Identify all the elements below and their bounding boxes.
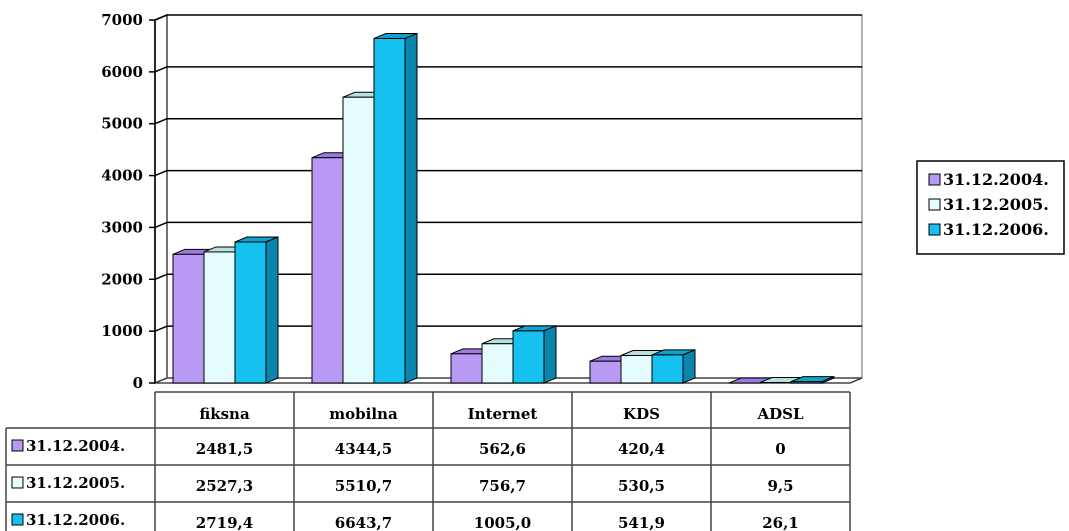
bar-front (373, 37, 406, 384)
legend-swatch (928, 223, 941, 236)
bar-mobilna-2 (373, 32, 418, 384)
bar-front (203, 251, 236, 384)
legend-box (916, 160, 1065, 255)
legend-label: 31.12.2005. (943, 195, 1049, 214)
gridline-depth (154, 66, 168, 73)
bar-front (450, 353, 483, 384)
bar-adsl-2 (790, 375, 835, 384)
table-value-cell: 1005,0 (474, 514, 531, 531)
table-value-cell: 9,5 (767, 477, 793, 495)
y-axis: 0 1000 2000 3000 4000 5000 6000 7000 (101, 11, 156, 392)
table-header-cell: ADSL (756, 405, 803, 423)
table-header-cell: KDS (623, 405, 660, 423)
bar-front (172, 253, 205, 384)
table-value-cell: 26,1 (762, 514, 799, 531)
gridline-depth (154, 325, 168, 332)
table-value-cell: 4344,5 (335, 440, 392, 458)
table-series-name: 31.12.2006. (26, 511, 125, 529)
gridlines (154, 14, 862, 332)
bar-front (342, 96, 375, 384)
table-value-cell: 541,9 (618, 514, 665, 531)
bar-front (790, 381, 823, 384)
table-value-cell: 5510,7 (335, 477, 392, 495)
bar-internet-2 (512, 325, 557, 384)
bar-side (265, 236, 279, 384)
bar-front (234, 241, 267, 384)
table-header-cell: fiksna (199, 405, 250, 423)
y-tick-label: 0 (133, 374, 143, 392)
table-value-cell: 562,6 (479, 440, 526, 458)
table-value-cell: 2481,5 (196, 440, 253, 458)
gridline-depth (154, 221, 168, 229)
bar-front (589, 360, 622, 384)
legend-swatch (928, 173, 941, 186)
gridline-depth (154, 169, 168, 177)
table-value-cell: 530,5 (618, 477, 665, 495)
y-tick-label: 3000 (101, 218, 143, 236)
bar-side (682, 349, 696, 384)
bar-fiksna-2 (234, 236, 279, 384)
data-table: fiksna mobilna Internet KDS ADSL 31.12.2004. 2… (5, 391, 851, 531)
legend-swatch (928, 198, 941, 211)
bar-front (481, 343, 514, 384)
y-tick-label: 7000 (101, 11, 143, 29)
y-tick-label: 1000 (101, 322, 143, 340)
gridline-depth (154, 273, 168, 280)
legend: 31.12.2004. 31.12.2005. 31.12.2006. (916, 160, 1065, 255)
gridline-depth (154, 118, 168, 125)
bars (172, 32, 835, 384)
table-value-cell: 0 (775, 440, 785, 458)
table-header-cell: mobilna (329, 405, 398, 423)
table-value-cell: 2719,4 (196, 514, 253, 531)
bar-front (620, 354, 653, 384)
bar-kds-2 (651, 349, 696, 384)
table-series-name: 31.12.2005. (26, 474, 125, 492)
y-tick-label: 2000 (101, 270, 143, 288)
table-series-name: 31.12.2004. (26, 437, 125, 455)
table-value-cell: 2527,3 (196, 477, 253, 495)
bar-front (512, 330, 545, 384)
table-series-swatch (11, 439, 24, 452)
bar-front (311, 157, 344, 384)
bar-side (404, 32, 418, 384)
table-value-cell: 756,7 (479, 477, 526, 495)
side-wall (154, 13, 168, 385)
table-value-cell: 6643,7 (335, 514, 392, 531)
table-value-cell: 420,4 (618, 440, 665, 458)
legend-label: 31.12.2004. (943, 170, 1049, 189)
y-tick-label: 4000 (101, 167, 143, 185)
table-series-swatch (11, 513, 24, 526)
table-series-swatch (11, 476, 24, 489)
bar-side (543, 325, 557, 384)
gridline-depth (154, 14, 168, 21)
y-tick-label: 5000 (101, 115, 143, 133)
bar-front (651, 354, 684, 384)
y-tick-label: 6000 (101, 63, 143, 81)
table-header-cell: Internet (468, 405, 538, 423)
legend-label: 31.12.2006. (943, 220, 1049, 239)
